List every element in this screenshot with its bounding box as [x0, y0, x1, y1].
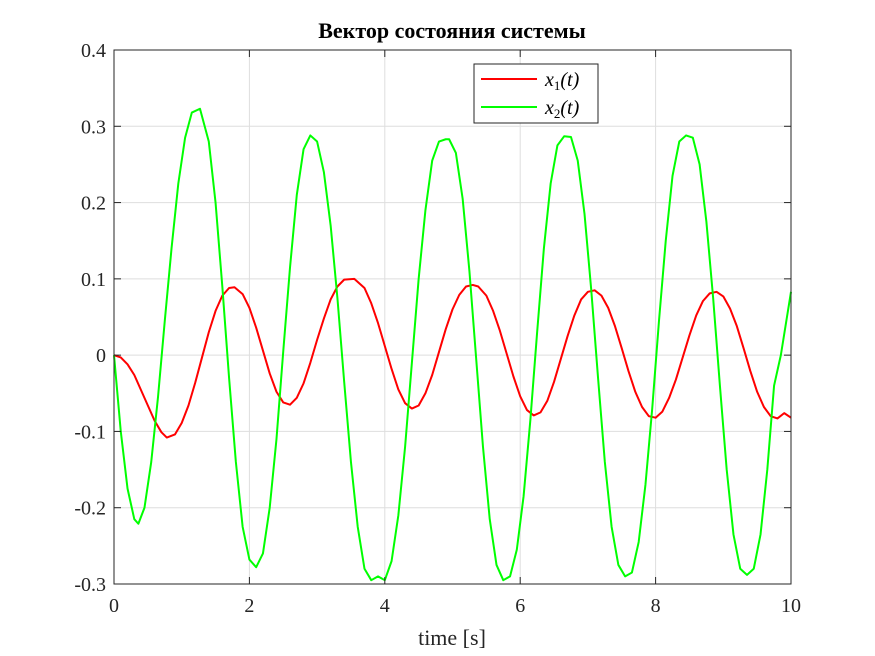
series-lines — [113, 107, 792, 582]
series-line-2 — [113, 107, 792, 582]
x-tick-label: 2 — [244, 595, 254, 617]
x-tick-label: 0 — [109, 595, 119, 617]
x-tick-label: 6 — [515, 595, 525, 617]
x-tick-label: 10 — [781, 595, 801, 617]
legend-box — [473, 63, 599, 124]
y-tick-label: 0 — [96, 345, 106, 367]
legend-label-2: x2(t) — [544, 97, 580, 121]
y-tick-label: -0.2 — [74, 498, 106, 520]
y-tick-label: -0.1 — [74, 421, 106, 443]
axes-box — [113, 49, 792, 585]
y-tick-label: -0.3 — [74, 574, 106, 596]
axis-ticks: 0 2 4 6 8 10 -0.3 -0.2 -0.1 0 0.1 0.2 0.3 0.4 — [74, 40, 801, 617]
x-tick-label: 4 — [380, 595, 390, 617]
plot-area — [114, 50, 791, 584]
y-tick-label: 0.1 — [81, 269, 106, 291]
x-tick-label: 8 — [651, 595, 661, 617]
legend-label-1: x1(t) — [544, 69, 580, 93]
x-axis-label: time [s] — [418, 625, 486, 650]
y-tick-label: 0.4 — [81, 40, 106, 62]
series-line-1 — [113, 277, 792, 439]
chart-title: Вектор состояния системы — [318, 18, 586, 43]
legend: x1(t) x2(t) — [473, 63, 599, 124]
y-tick-label: 0.3 — [81, 116, 106, 138]
y-tick-label: 0.2 — [81, 193, 106, 215]
